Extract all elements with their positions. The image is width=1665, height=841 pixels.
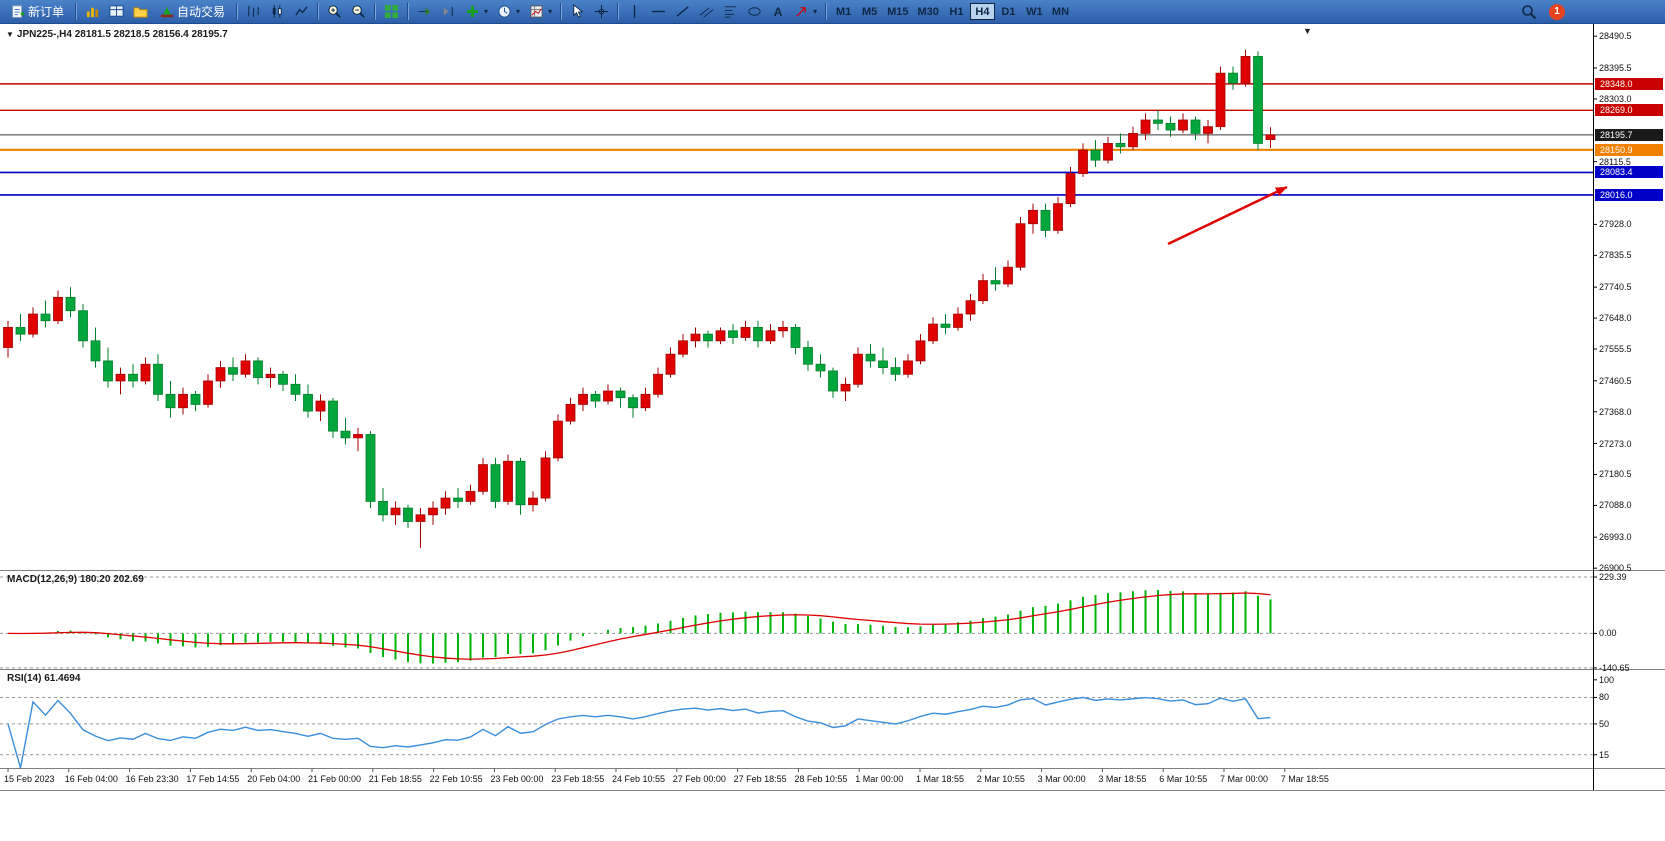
templates-button[interactable]: ▾	[525, 2, 556, 22]
crosshair-button[interactable]	[590, 2, 613, 22]
separator	[236, 3, 239, 20]
separator	[560, 3, 563, 20]
timeframe-h1-button[interactable]: H1	[949, 6, 964, 18]
zoom-in-button[interactable]	[323, 2, 346, 22]
separator	[317, 3, 320, 20]
shapes-tool-button[interactable]	[743, 2, 766, 22]
data-window-button[interactable]	[105, 2, 128, 22]
indicators-button[interactable]: ▾	[461, 2, 492, 22]
main-toolbar: 新订单 自动交易 ▾	[0, 0, 1665, 24]
line-chart-button[interactable]	[290, 2, 313, 22]
candlestick-chart-button[interactable]	[266, 2, 289, 22]
timeframe-w1-button[interactable]: W1	[1026, 6, 1043, 18]
separator	[825, 3, 828, 20]
auto-trading-icon	[160, 5, 174, 19]
auto-scroll-button[interactable]	[413, 2, 436, 22]
auto-trading-button[interactable]: 自动交易	[153, 2, 232, 22]
navigator-button[interactable]	[129, 2, 152, 22]
timeframe-d1-button[interactable]: D1	[1001, 6, 1016, 18]
text-tool-icon: A	[773, 4, 783, 19]
chevron-down-icon: ▾	[813, 7, 818, 16]
chevron-down-icon: ▾	[548, 7, 553, 16]
separator	[407, 3, 410, 20]
toolbar-right-group: 1	[1517, 2, 1565, 22]
bar-chart-button[interactable]	[242, 2, 265, 22]
timeframe-toolbar: M1 M5 M15 M30 H1 H4 D1 W1 MN	[831, 3, 1073, 20]
fibonacci-tool-button[interactable]	[719, 2, 742, 22]
chevron-down-icon: ▾	[484, 7, 489, 16]
horizontal-line-tool-button[interactable]	[647, 2, 670, 22]
text-tool-button[interactable]: A	[767, 2, 789, 22]
market-watch-button[interactable]	[81, 2, 104, 22]
chart-area[interactable]: ▼ JPN225-,H4 28181.5 28218.5 28156.4 2819…	[0, 24, 1665, 841]
zoom-out-button[interactable]	[347, 2, 370, 22]
new-order-label: 新订单	[28, 5, 65, 19]
arrow-tools-button[interactable]: ▾	[790, 2, 821, 22]
trendline-tool-button[interactable]	[671, 2, 694, 22]
auto-trading-label: 自动交易	[177, 5, 226, 19]
vertical-line-tool-button[interactable]	[623, 2, 646, 22]
timeframe-mn-button[interactable]: MN	[1051, 6, 1070, 18]
timeframe-m30-button[interactable]: M30	[917, 6, 939, 18]
channel-tool-button[interactable]	[695, 2, 718, 22]
chart-shift-button[interactable]	[437, 2, 460, 22]
new-order-icon	[11, 4, 25, 19]
periods-button[interactable]: ▾	[493, 2, 524, 22]
separator	[374, 3, 377, 20]
timeframe-m1-button[interactable]: M1	[835, 6, 852, 18]
timeframe-m15-button[interactable]: M15	[887, 6, 909, 18]
separator	[75, 3, 78, 20]
chevron-down-icon: ▾	[516, 7, 521, 16]
price-chart-canvas[interactable]	[0, 24, 1665, 794]
timeframe-h4-button[interactable]: H4	[969, 3, 995, 20]
separator	[617, 3, 620, 20]
notification-badge[interactable]: 1	[1549, 3, 1565, 20]
search-button[interactable]	[1517, 2, 1541, 22]
tile-windows-button[interactable]	[380, 2, 403, 22]
timeframe-m5-button[interactable]: M5	[861, 6, 878, 18]
new-order-button[interactable]: 新订单	[4, 2, 71, 22]
cursor-button[interactable]	[566, 2, 589, 22]
